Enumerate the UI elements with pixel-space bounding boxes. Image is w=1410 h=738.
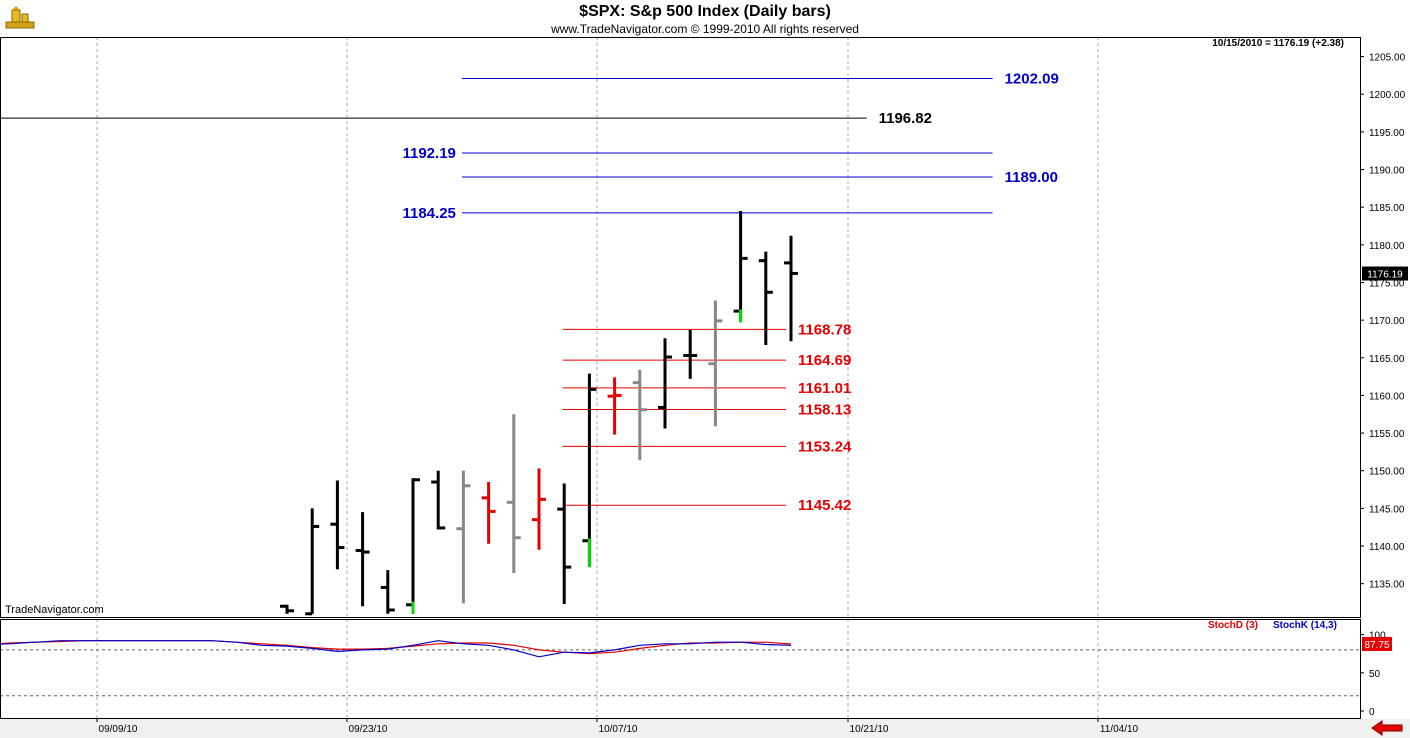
stoch-last-label: 87.75: [1364, 640, 1389, 651]
stoch-tick-label: 100: [1369, 631, 1386, 642]
stochastic-panel: [0, 640, 1360, 697]
copyright-subtitle: www.TradeNavigator.com © 1999-2010 All r…: [551, 22, 859, 36]
price-tick-label: 1195.00: [1369, 128, 1405, 139]
price-tick-label: 1170.00: [1369, 316, 1405, 327]
price-tick-label: 1175.00: [1369, 278, 1405, 289]
stoch-panel-frame: [0, 619, 1361, 719]
price-tick-label: 1160.00: [1369, 391, 1405, 402]
level-label: 1145.42: [798, 497, 851, 514]
last-price-label: 1176.19: [1367, 270, 1403, 281]
price-tick-label: 1135.00: [1369, 580, 1405, 591]
level-label: 1164.69: [798, 352, 851, 369]
level-label: 1196.82: [879, 110, 932, 127]
stoch-tick-label: 50: [1369, 669, 1381, 680]
price-tick-label: 1200.00: [1369, 90, 1406, 101]
level-label: 1153.24: [798, 438, 852, 455]
price-tick-label: 1205.00: [1369, 53, 1406, 64]
price-panel-frame: [0, 37, 1361, 618]
level-label: 1189.00: [1005, 169, 1058, 186]
level-label: 1202.09: [1005, 70, 1059, 87]
date-tick-label: 10/07/10: [599, 724, 638, 735]
level-label: 1161.01: [798, 380, 851, 397]
stochd-legend: StochD (3): [1208, 620, 1258, 631]
stoch-tick-label: 0: [1369, 707, 1375, 718]
price-tick-label: 1140.00: [1369, 542, 1405, 553]
price-levels: 1202.09 1196.82 1192.19 1189.00 1184.25 1168.…: [0, 70, 1059, 514]
watermark: TradeNavigator.com: [5, 604, 104, 616]
red-left-arrow-icon[interactable]: [1370, 720, 1404, 736]
stochk-line: [0, 640, 792, 658]
date-tick-label: 10/21/10: [850, 724, 889, 735]
price-readout: 10/15/2010 = 1176.19 (+2.38): [1212, 38, 1344, 49]
axes: 09/09/10 09/23/10 10/07/10 10/21/10 11/04/10…: [0, 37, 1410, 738]
level-label: 1184.25: [402, 205, 455, 222]
price-tick-label: 1165.00: [1369, 354, 1405, 365]
chart-title: $SPX: S&p 500 Index (Daily bars): [579, 3, 831, 20]
price-tick-label: 1145.00: [1369, 504, 1405, 515]
price-bars: [280, 210, 798, 616]
level-label: 1168.78: [798, 321, 851, 338]
stoch-last-box: [1362, 636, 1392, 651]
price-tick-label: 1185.00: [1369, 203, 1405, 214]
date-tick-label: 09/23/10: [349, 724, 388, 735]
last-price-box: [1362, 266, 1408, 281]
date-tick-label: 09/09/10: [99, 724, 138, 735]
price-tick-label: 1150.00: [1369, 467, 1405, 478]
date-tick-label: 11/04/10: [1100, 724, 1139, 735]
price-tick-label: 1190.00: [1369, 166, 1405, 177]
trade-navigator-logo-icon: [5, 6, 35, 29]
stochd-line: [0, 640, 792, 655]
level-label: 1192.19: [402, 145, 455, 162]
date-axis-band: [0, 719, 1410, 738]
grid: [96, 37, 1099, 718]
price-tick-label: 1155.00: [1369, 429, 1405, 440]
level-label: 1158.13: [798, 402, 851, 419]
price-tick-label: 1180.00: [1369, 241, 1405, 252]
stochk-legend: StochK (14,3): [1273, 620, 1337, 631]
